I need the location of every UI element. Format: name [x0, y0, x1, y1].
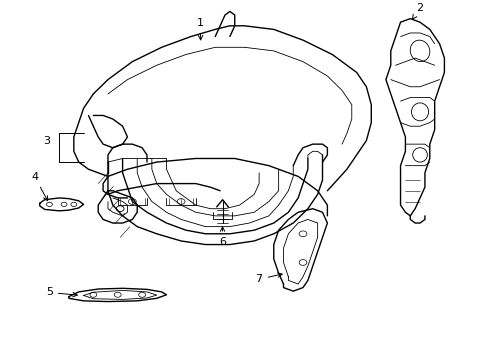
- Text: 3: 3: [43, 136, 50, 145]
- Text: 4: 4: [31, 172, 47, 201]
- Text: 1: 1: [197, 18, 203, 40]
- Text: 7: 7: [255, 273, 282, 284]
- Text: 5: 5: [46, 288, 77, 297]
- Text: 2: 2: [412, 4, 423, 19]
- Text: 6: 6: [219, 227, 225, 247]
